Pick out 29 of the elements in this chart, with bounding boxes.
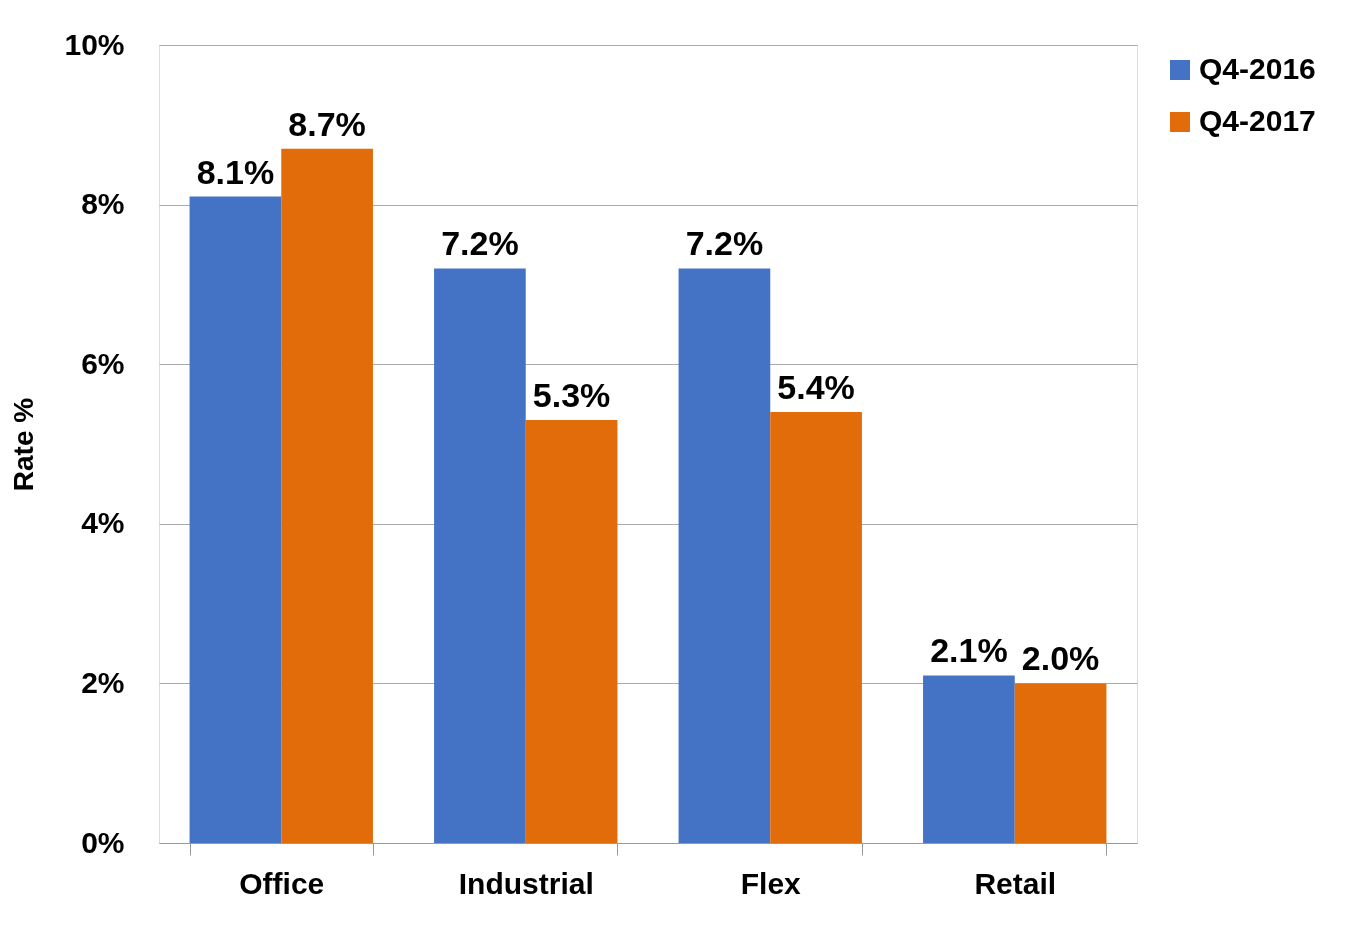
x-tick-label: Industrial bbox=[458, 866, 594, 900]
x-tick-label: Flex bbox=[740, 866, 802, 900]
y-axis-title: Rate % bbox=[8, 397, 40, 492]
data-label: 2.1% bbox=[930, 631, 1008, 670]
bar bbox=[281, 148, 373, 843]
y-tick-label: 2% bbox=[81, 665, 125, 699]
bar bbox=[189, 196, 282, 843]
data-label: 7.2% bbox=[685, 224, 764, 263]
data-label: 7.2% bbox=[441, 224, 519, 263]
bar bbox=[525, 420, 618, 843]
bar bbox=[923, 675, 1015, 843]
bar bbox=[678, 268, 771, 843]
y-tick-label: 10% bbox=[64, 27, 125, 61]
bar bbox=[770, 412, 862, 843]
data-label: 8.1% bbox=[196, 152, 275, 191]
y-tick-label: 0% bbox=[81, 825, 125, 859]
legend-label: Q4-2017 bbox=[1199, 104, 1316, 137]
x-tick-label: Retail bbox=[974, 866, 1057, 900]
bar bbox=[434, 268, 526, 843]
data-label: 2.0% bbox=[1021, 639, 1100, 678]
data-label: 8.7% bbox=[288, 104, 366, 143]
bar bbox=[1014, 683, 1107, 843]
data-label: 5.4% bbox=[777, 368, 855, 407]
y-tick-label: 8% bbox=[81, 187, 125, 221]
legend-label: Q4-2016 bbox=[1199, 52, 1316, 85]
y-tick-label: 6% bbox=[81, 346, 125, 380]
data-label: 5.3% bbox=[532, 376, 611, 415]
y-tick-label: 4% bbox=[81, 506, 125, 540]
x-tick-label: Office bbox=[239, 866, 325, 900]
